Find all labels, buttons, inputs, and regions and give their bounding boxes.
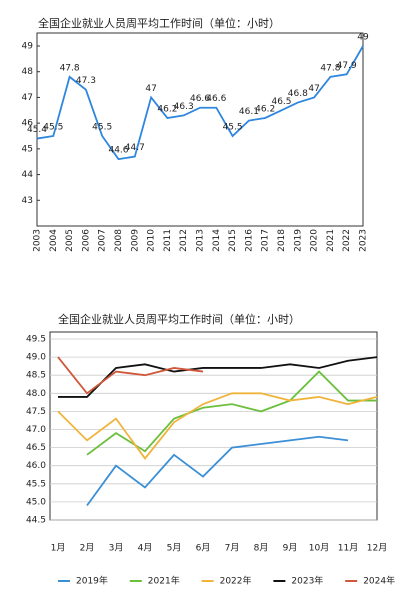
y-tick-label: 48.0 — [26, 389, 46, 399]
y-tick-label: 45.5 — [26, 479, 46, 489]
y-tick-label: 49.0 — [26, 353, 46, 363]
x-tick-label: 1月 — [51, 543, 66, 554]
x-tick-label: 10月 — [309, 543, 329, 554]
x-tick-label: 2003 — [33, 229, 43, 252]
x-tick-label: 8月 — [254, 543, 269, 554]
x-tick-label: 11月 — [338, 543, 358, 554]
y-tick-label: 47.5 — [26, 407, 46, 417]
data-label: 45.5 — [92, 123, 112, 133]
chart-title: 全国企业就业人员周平均工作时间（单位：小时） — [58, 312, 300, 326]
y-tick-label: 48.5 — [26, 371, 46, 381]
x-tick-label: 2月 — [80, 543, 95, 554]
x-tick-label: 2017 — [261, 229, 271, 252]
x-tick-label: 12月 — [367, 543, 387, 554]
data-label: 46.5 — [271, 97, 291, 107]
data-label: 46.8 — [288, 89, 308, 99]
x-tick-label: 6月 — [196, 543, 211, 554]
data-label: 46.3 — [174, 102, 194, 112]
data-label: 45.5 — [43, 123, 63, 133]
data-label: 46.6 — [206, 94, 226, 104]
data-label: 45.4 — [27, 125, 47, 135]
x-tick-label: 2019 — [293, 229, 303, 252]
data-label: 45.5 — [223, 123, 243, 133]
y-tick-label: 43 — [22, 196, 33, 206]
x-tick-label: 4月 — [138, 543, 153, 554]
x-tick-label: 5月 — [167, 543, 182, 554]
x-tick-label: 2012 — [179, 229, 189, 252]
y-tick-label: 49 — [22, 42, 34, 52]
legend-label: 2021年 — [148, 575, 180, 587]
x-tick-label: 2006 — [81, 229, 91, 252]
x-tick-label: 2009 — [130, 229, 140, 252]
x-tick-label: 2013 — [196, 229, 206, 252]
x-tick-label: 9月 — [283, 543, 298, 554]
x-tick-label: 2016 — [244, 229, 254, 252]
data-label: 47 — [145, 84, 156, 94]
legend-label: 2019年 — [76, 575, 108, 587]
x-tick-label: 2020 — [310, 229, 320, 252]
data-label: 46.1 — [239, 107, 259, 117]
data-line — [86, 435, 349, 507]
y-tick-label: 49.5 — [26, 335, 46, 345]
y-tick-label: 46.0 — [26, 461, 46, 471]
data-label: 47 — [308, 84, 319, 94]
x-tick-label: 2007 — [98, 229, 108, 252]
chart-title: 全国企业就业人员周平均工作时间（单位：小时） — [38, 16, 280, 30]
data-label: 44.6 — [108, 146, 128, 156]
x-tick-label: 2022 — [342, 229, 352, 252]
x-tick-label: 2010 — [147, 229, 157, 252]
x-tick-label: 2008 — [114, 229, 124, 252]
data-label: 46.6 — [190, 94, 210, 104]
legend-label: 2022年 — [220, 575, 252, 587]
legend-label: 2023年 — [291, 575, 323, 587]
y-tick-label: 46 — [22, 119, 34, 129]
legend-label: 2024年 — [363, 575, 395, 587]
data-line — [57, 356, 204, 395]
x-tick-label: 2014 — [212, 229, 222, 252]
x-tick-label: 2011 — [163, 229, 173, 252]
y-tick-label: 47.0 — [26, 425, 46, 435]
data-label: 47.3 — [76, 76, 96, 86]
data-label: 47.8 — [60, 63, 80, 73]
x-tick-label: 3月 — [109, 543, 124, 554]
y-tick-label: 45 — [22, 144, 33, 154]
data-label: 47.9 — [337, 61, 357, 71]
data-label: 46.2 — [255, 105, 275, 115]
x-tick-label: 2023 — [359, 229, 369, 252]
data-label: 47.8 — [320, 63, 340, 73]
x-tick-label: 7月 — [225, 543, 240, 554]
data-line — [36, 45, 364, 161]
data-line — [57, 392, 378, 460]
x-tick-label: 2018 — [277, 229, 287, 252]
y-tick-label: 47 — [22, 93, 33, 103]
y-tick-label: 44 — [22, 170, 34, 180]
x-tick-label: 2004 — [49, 229, 59, 252]
y-tick-label: 46.5 — [26, 443, 46, 453]
x-tick-label: 2005 — [65, 229, 75, 252]
data-label: 44.7 — [125, 143, 145, 153]
y-tick-label: 48 — [22, 67, 34, 77]
data-label: 46.2 — [157, 105, 177, 115]
plot-frame — [36, 32, 364, 227]
y-tick-label: 44.5 — [26, 516, 46, 526]
data-label: 49 — [357, 33, 369, 43]
x-tick-label: 2015 — [228, 229, 238, 252]
x-tick-label: 2021 — [326, 229, 336, 252]
y-tick-label: 45.0 — [26, 497, 46, 507]
data-line — [58, 356, 378, 398]
